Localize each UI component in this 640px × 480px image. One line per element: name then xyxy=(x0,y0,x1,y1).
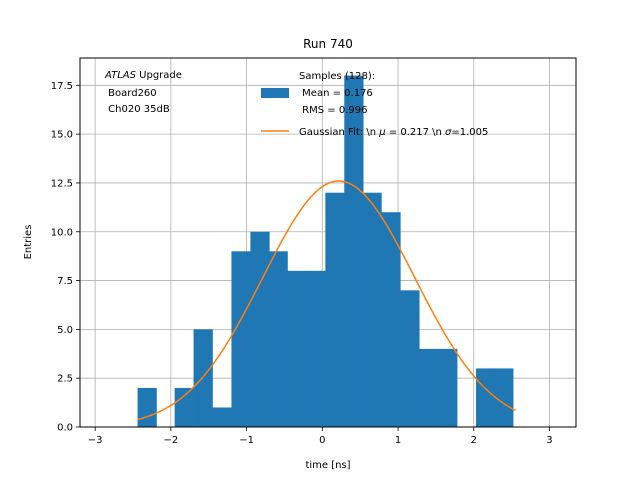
y-tick-label: 0.0 xyxy=(57,423,73,434)
legend-rms-line: RMS = 0.996 xyxy=(299,105,367,116)
histogram-bar xyxy=(400,290,420,427)
y-tick-label: 10.0 xyxy=(51,227,73,238)
legend-fit-text-1: Gaussian Fit: \n xyxy=(299,127,379,138)
histogram-bar xyxy=(344,75,364,428)
legend-fit-text-3: =1.005 xyxy=(451,127,488,138)
legend-histogram-swatch xyxy=(261,88,289,98)
annotation-line-3: Ch020 35dB xyxy=(105,104,170,115)
y-tick-label: 2.5 xyxy=(57,374,73,385)
histogram-bar xyxy=(494,368,514,427)
legend-fit-text-2: = 0.217 \n xyxy=(386,127,445,138)
x-tick-label: 1 xyxy=(395,435,401,446)
legend-fit-label: Gaussian Fit: \n μ = 0.217 \n σ=1.005 xyxy=(299,127,488,138)
legend-samples-line: Samples (128): xyxy=(299,71,375,82)
histogram-bars xyxy=(137,75,514,428)
y-tick-label: 5.0 xyxy=(57,325,73,336)
annotation-upgrade: Upgrade xyxy=(136,70,182,81)
x-tick-label: −2 xyxy=(163,435,178,446)
y-axis-label: Entries xyxy=(23,225,34,260)
histogram-bar xyxy=(212,407,232,427)
atlas-annotation: ATLAS Upgrade Board260 Ch020 35dB xyxy=(104,70,182,115)
legend-mean-line: Mean = 0.176 xyxy=(299,88,373,99)
annotation-line-2: Board260 xyxy=(105,88,157,99)
histogram-bar xyxy=(250,231,270,427)
y-tick-label: 12.5 xyxy=(51,178,73,189)
histogram-bar xyxy=(438,348,458,427)
y-axis-ticks: 0.0 2.5 5.0 7.5 10.0 12.5 15.0 17.5 xyxy=(51,81,80,434)
histogram-bar xyxy=(231,251,251,427)
histogram-bar xyxy=(193,329,213,427)
histogram-bar xyxy=(325,192,345,427)
legend-fit-mu: μ xyxy=(378,127,385,138)
y-tick-label: 7.5 xyxy=(57,276,73,287)
annotation-atlas: ATLAS xyxy=(104,70,137,81)
x-axis-label: time [ns] xyxy=(305,460,350,471)
x-tick-label: −3 xyxy=(88,435,103,446)
y-tick-label: 17.5 xyxy=(51,81,73,92)
x-axis-ticks: −3 −2 −1 0 1 2 3 xyxy=(88,427,553,446)
plot-frame xyxy=(79,57,577,428)
histogram-bar xyxy=(269,251,288,427)
x-tick-label: 3 xyxy=(546,435,552,446)
histogram-bar xyxy=(419,348,439,427)
x-tick-label: 0 xyxy=(319,435,325,446)
histogram-bar xyxy=(137,387,157,427)
chart-title: Run 740 xyxy=(303,37,353,51)
x-tick-label: −1 xyxy=(239,435,254,446)
annotation-line-1: ATLAS Upgrade xyxy=(104,70,182,81)
histogram-bar xyxy=(174,387,194,427)
gaussian-fit-curve xyxy=(137,180,516,421)
x-tick-label: 2 xyxy=(471,435,477,446)
legend-fit-sigma: σ xyxy=(445,127,452,138)
histogram-bar xyxy=(306,270,326,427)
histogram-bar xyxy=(287,270,307,427)
histogram-bar xyxy=(363,192,382,427)
y-tick-label: 15.0 xyxy=(51,130,73,141)
legend: Samples (128): Mean = 0.176 RMS = 0.996 … xyxy=(261,71,488,138)
histogram-bar xyxy=(381,212,401,427)
histogram-bar xyxy=(476,368,495,427)
